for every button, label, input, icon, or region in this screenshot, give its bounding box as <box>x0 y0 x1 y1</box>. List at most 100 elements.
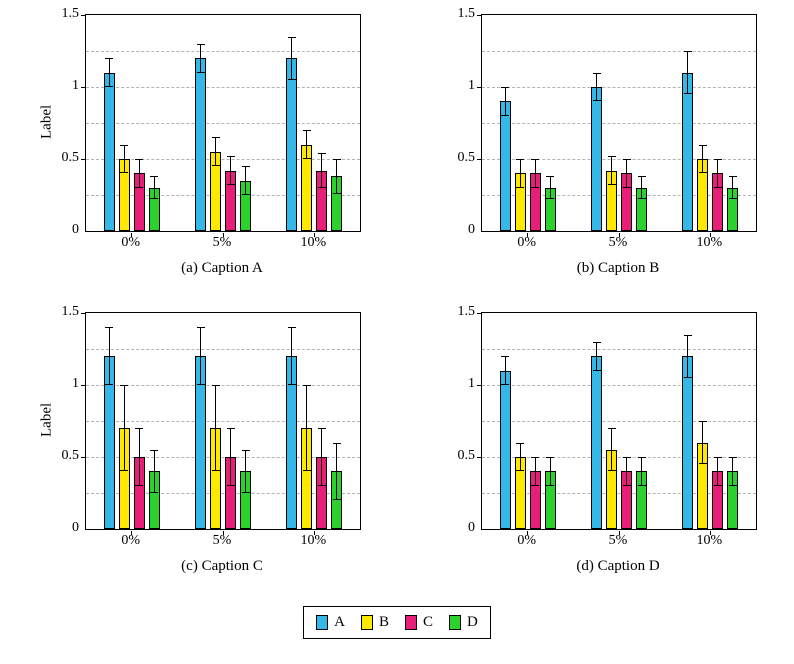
x-tick-label: 5% <box>608 533 628 548</box>
subplot-body: 0 0.5 1 1.5 <box>453 304 757 535</box>
x-tick-mark <box>222 531 224 535</box>
x-tick-label: 10% <box>300 533 327 548</box>
error-bar <box>683 51 692 95</box>
x-tick-label: 10% <box>696 235 723 250</box>
error-bar <box>317 153 326 188</box>
error-cap-bottom <box>698 172 707 174</box>
error-bar <box>226 156 235 185</box>
error-line <box>549 176 551 200</box>
y-tick-label: 0 <box>468 222 475 237</box>
error-cap-bottom <box>683 376 692 378</box>
subplot-b: 0 0.5 1 1.5 0% 5% 10% (b) Caption B <box>453 6 757 280</box>
error-line <box>108 327 110 385</box>
gridline <box>86 159 360 160</box>
error-bar <box>302 385 311 472</box>
error-line <box>138 159 140 188</box>
legend-swatch-a <box>316 615 329 630</box>
plot-area <box>477 312 757 535</box>
legend-swatch-c <box>405 615 417 630</box>
error-cap-bottom <box>607 183 616 185</box>
error-line <box>732 176 734 200</box>
error-line <box>336 442 338 501</box>
plot-area <box>81 312 361 535</box>
error-line <box>626 159 627 188</box>
error-line <box>504 356 506 385</box>
error-line <box>336 159 338 194</box>
error-cap-bottom <box>287 78 296 80</box>
error-cap-bottom <box>713 484 722 486</box>
y-axis-label: Label <box>38 402 55 438</box>
gridline <box>482 349 756 350</box>
error-cap-bottom <box>226 183 235 185</box>
error-cap-bottom <box>317 484 326 486</box>
y-tick-label: 1 <box>468 78 475 93</box>
y-tick-labels: 0 0.5 1 1.5 <box>57 304 85 535</box>
error-bar <box>592 72 601 102</box>
bar-series-a <box>103 72 115 231</box>
legend-label: C <box>423 614 434 630</box>
gridline <box>482 87 756 88</box>
gridline <box>86 195 360 196</box>
error-line <box>717 457 719 486</box>
error-bar <box>241 166 250 195</box>
error-line <box>138 428 140 486</box>
x-tick-label: 5% <box>212 235 232 250</box>
y-tick-label: 1.5 <box>61 6 80 21</box>
legend-row: A B C D <box>0 606 794 639</box>
x-tick-labels: 0% 5% 10% <box>85 230 359 252</box>
error-bar <box>135 428 144 486</box>
error-cap-bottom <box>516 186 525 188</box>
subplot-body: 0 0.5 1 1.5 <box>453 6 757 237</box>
gridline <box>86 421 360 422</box>
y-axis-label: Label <box>38 104 55 140</box>
bar-series-a <box>195 58 206 231</box>
error-cap-bottom <box>302 157 311 159</box>
subplot-caption: (c) Caption C <box>181 558 263 574</box>
y-tick-label: 0.5 <box>61 150 80 165</box>
legend-label: A <box>334 614 345 630</box>
error-cap-bottom <box>317 186 326 188</box>
error-cap-bottom <box>622 186 631 188</box>
error-bar <box>531 457 540 486</box>
error-line <box>291 36 293 80</box>
subplot-c: Label 0 0.5 1 1.5 0% 5% 10% (c) Caption C <box>37 304 361 578</box>
y-tick-label: 1 <box>72 376 79 391</box>
bar-series-a <box>499 101 511 231</box>
x-tick-mark <box>222 233 224 237</box>
error-line <box>641 176 642 200</box>
y-tick-mark <box>477 159 481 160</box>
subplot-caption: (d) Caption D <box>576 558 660 574</box>
x-tick-mark <box>709 233 711 237</box>
error-cap-bottom <box>211 165 220 167</box>
error-bar <box>592 341 601 371</box>
error-bar <box>607 156 616 185</box>
error-cap-bottom <box>150 491 159 493</box>
error-line <box>596 72 597 102</box>
error-bar <box>287 327 296 385</box>
error-cap-bottom <box>241 491 250 493</box>
error-line <box>215 137 216 167</box>
error-bar <box>332 442 341 501</box>
error-cap-bottom <box>150 198 159 200</box>
error-line <box>108 58 110 87</box>
subplot-d: 0 0.5 1 1.5 0% 5% 10% (d) Caption D <box>453 304 757 578</box>
x-tick-mark <box>313 233 315 237</box>
error-line <box>245 449 246 493</box>
y-tick-mark <box>477 313 481 314</box>
error-bar <box>637 457 646 486</box>
error-bar <box>501 356 510 385</box>
x-tick-label: 0% <box>121 235 140 250</box>
error-bar <box>105 58 114 87</box>
error-bar <box>713 159 722 188</box>
legend-item-a: A <box>316 614 345 631</box>
legend-label: D <box>467 614 478 630</box>
error-line <box>732 457 734 486</box>
gridline <box>482 195 756 196</box>
error-line <box>200 43 201 73</box>
x-tick-mark <box>527 233 529 237</box>
error-cap-bottom <box>135 186 144 188</box>
error-line <box>200 327 201 385</box>
x-tick-label: 0% <box>517 235 536 250</box>
error-line <box>519 159 521 188</box>
